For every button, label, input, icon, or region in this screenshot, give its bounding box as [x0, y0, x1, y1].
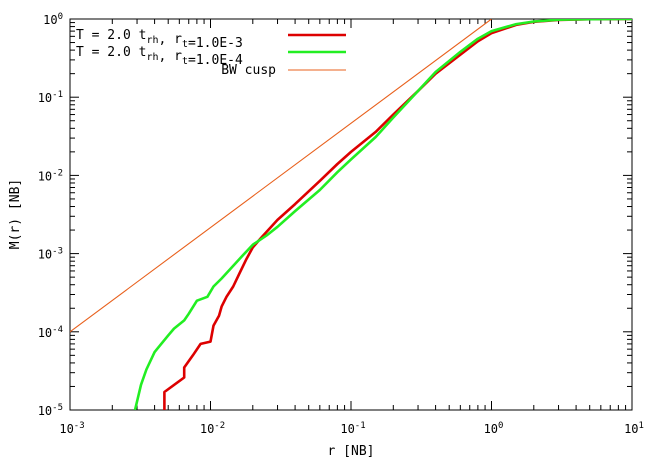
x-tick-label: 10-2	[200, 421, 225, 436]
y-tick-label: 10-4	[38, 325, 63, 340]
x-tick-label: 10-1	[340, 421, 365, 436]
x-tick-label: 101	[624, 421, 644, 436]
x-axis: 10-3 10-2 10-1 100 101	[59, 19, 644, 436]
series-line-2	[133, 19, 632, 410]
x-tick-label: 10-3	[59, 421, 84, 436]
y-axis: 10-5 10-4 10-3 10-2 10-1 100	[38, 12, 632, 418]
series-line-1	[163, 19, 632, 410]
legend-label-3: BW cusp	[221, 63, 276, 78]
y-tick-label: 10-2	[38, 168, 63, 183]
y-tick-label: 10-5	[38, 403, 63, 418]
legend-label-2: T = 2.0 trh, rt=1.0E-4	[76, 45, 243, 68]
x-axis-label: r [NB]	[328, 444, 375, 459]
y-tick-label: 10-1	[38, 90, 63, 105]
y-axis-label: M(r) [NB]	[8, 179, 23, 249]
series-line-3	[70, 19, 492, 333]
legend-label-1: T = 2.0 trh, rt=1.0E-3	[76, 28, 243, 51]
y-tick-label: 10-3	[38, 247, 63, 262]
series-layer	[70, 19, 632, 410]
y-tick-label: 100	[43, 12, 63, 27]
legend: T = 2.0 trh, rt=1.0E-3T = 2.0 trh, rt=1.…	[76, 28, 346, 78]
x-tick-label: 100	[484, 421, 504, 436]
